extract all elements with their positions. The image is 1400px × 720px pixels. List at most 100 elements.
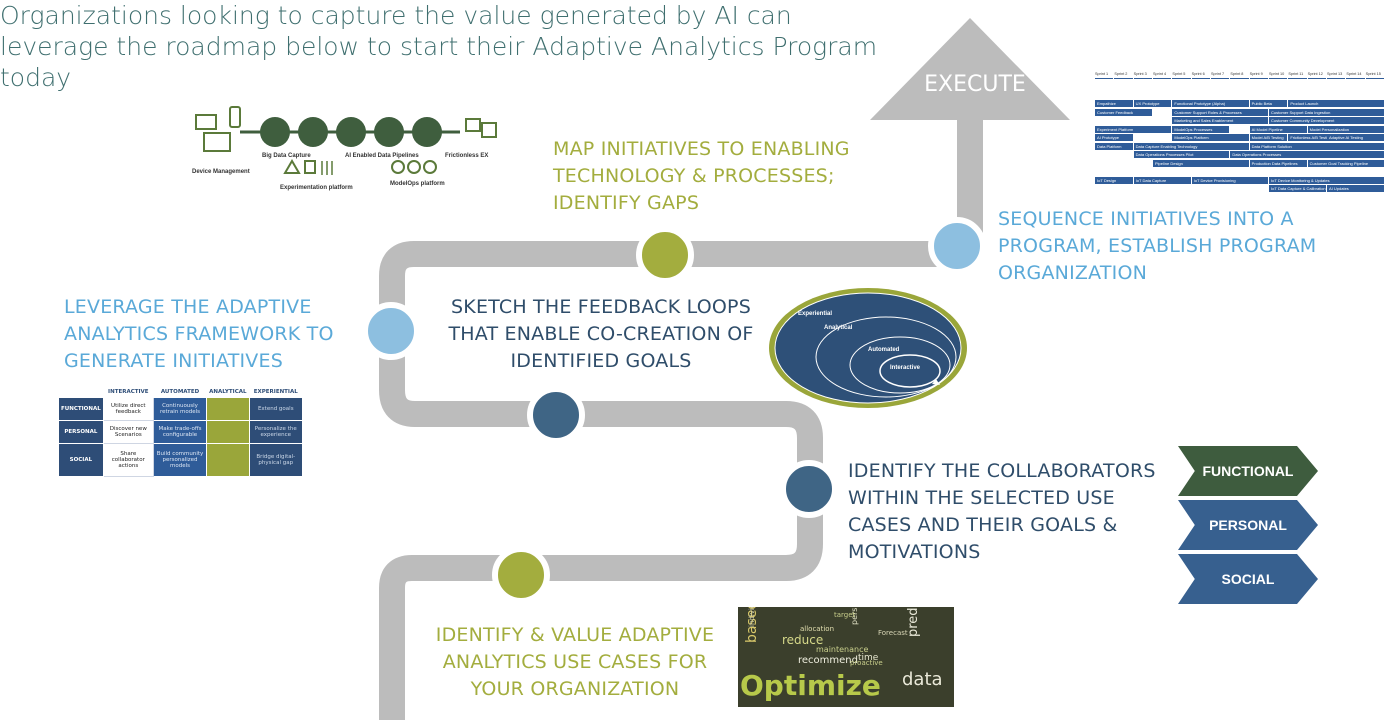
monitor-icon	[465, 118, 481, 132]
table-cell: Discover new Scenarios	[102, 420, 154, 444]
word-cloud-term: time	[858, 653, 879, 663]
table-row: FUNCTIONAL Utilize direct feedback Conti…	[58, 397, 303, 421]
roadmap-bar: Production Data Pipelines	[1249, 159, 1307, 167]
roadmap-sprint-header: Sprint 5	[1172, 72, 1191, 79]
roadmap-bar: Data Operations Processes Pilot	[1133, 151, 1230, 158]
roadmap-sprint-header: Sprint 9	[1249, 72, 1268, 79]
roadmap-bar: Experiment Platform	[1095, 125, 1172, 133]
flow-node	[374, 117, 404, 147]
flow-label-big-data: Big Data Capture	[262, 153, 311, 159]
word-cloud-term: recommend	[798, 655, 858, 666]
roadmap-sprint-header: Sprint 7	[1211, 72, 1230, 79]
word-cloud-term: reduce	[782, 633, 824, 647]
feedback-loop-ellipses: Experiential Analytical Automated Intera…	[768, 287, 968, 409]
building-icon	[203, 132, 231, 152]
arrow-icon	[932, 379, 940, 385]
step-sequence-label: SEQUENCE INITIATIVES INTO A PROGRAM, EST…	[998, 208, 1317, 284]
execute-label: EXECUTE	[924, 72, 1026, 97]
step-dot-identify-value	[492, 546, 550, 604]
step-dot-sequence	[928, 217, 986, 275]
flow-label-experimentation: Experimentation platform	[280, 185, 353, 191]
roadmap-bar: Customer Goal Tracking Pipeline	[1307, 159, 1384, 167]
flow-node	[298, 117, 328, 147]
roadmap-bar: Model Personalization	[1307, 125, 1384, 133]
table-col-automated: AUTOMATED	[152, 384, 208, 399]
ellipse-label-automated: Automated	[868, 347, 900, 353]
chevron-functional: FUNCTIONAL	[1178, 446, 1318, 496]
roadmap-bar: AI Updates	[1327, 185, 1384, 192]
cycle-icon	[391, 160, 405, 174]
flow-node	[336, 117, 366, 147]
flow-node	[412, 117, 442, 147]
page-title: Organizations looking to capture the val…	[0, 1, 878, 92]
table-col-analytical: ANALYTICAL	[206, 384, 250, 399]
roadmap-sprint-header: Sprint 1	[1095, 72, 1114, 79]
roadmap-bar: UX Prototype	[1133, 100, 1172, 107]
table-col-interactive: INTERACTIVE	[102, 384, 154, 399]
roadmap-bar: Data Platform Solution	[1249, 142, 1384, 150]
chevron-personal-label: PERSONAL	[1209, 517, 1287, 533]
word-cloud-term: predict	[906, 607, 921, 637]
table-cell: Personalize the experience	[248, 420, 303, 444]
flow-label-device-management: Device Management	[192, 169, 250, 175]
word-cloud-term: allocation	[800, 625, 835, 633]
word-cloud-term: proactive	[850, 659, 883, 667]
gear-icon	[407, 160, 421, 174]
roadmap-bar: Data Platform Design	[1095, 142, 1133, 150]
flow-node	[260, 117, 290, 147]
use-case-word-cloud: Optimize data based recommend time predict red…	[738, 607, 954, 707]
step-leverage-label: LEVERAGE THE ADAPTIVE ANALYTICS FRAMEWOR…	[64, 296, 334, 372]
roadmap-bar: Data Capture Enabling Technology	[1133, 142, 1249, 150]
table-row-label: SOCIAL	[58, 442, 104, 478]
roadmap-bar: Customer Support Roles & Processes	[1172, 108, 1268, 116]
word-cloud-term: Optimize	[740, 669, 881, 702]
roadmap-bar: Marketing and Sales Enablement	[1172, 117, 1268, 124]
chevron-social: SOCIAL	[1178, 554, 1318, 604]
table-row-label: PERSONAL	[58, 420, 104, 444]
roadmap-bar: Customer Feedback	[1095, 108, 1152, 116]
table-cell	[206, 420, 250, 444]
phone-icon	[229, 106, 241, 128]
roadmap-bar: Public Beta	[1249, 100, 1288, 107]
step-dot-sketch	[527, 386, 585, 444]
table-cell: Continuously retrain models	[152, 397, 208, 421]
framework-table: INTERACTIVE AUTOMATED ANALYTICAL EXPERIE…	[58, 384, 303, 478]
sprint-roadmap-thumbnail: Sprint 1 Sprint 2 Sprint 3 Sprint 4 Sprint 5…	[1095, 70, 1385, 198]
refresh-icon	[423, 160, 437, 174]
roadmap-sprint-header: Sprint 13	[1327, 72, 1346, 79]
table-row: PERSONAL Discover new Scenarios Make tra…	[58, 420, 303, 444]
flow-label-frictionless: Frictionless EX	[445, 153, 489, 159]
tractor-icon	[195, 114, 217, 130]
table-cell: Extend goals	[248, 397, 303, 421]
step-map-label: MAP INITIATIVES TO ENABLING TECHNOLOGY &…	[553, 138, 850, 214]
table-corner	[58, 384, 104, 399]
roadmap-sprint-header: Sprint 10	[1269, 72, 1288, 79]
roadmap-bar: IoT Data Capture	[1133, 176, 1191, 184]
word-cloud-term: individual	[748, 607, 756, 627]
roadmap-sprint-header: Sprint 11	[1288, 72, 1307, 79]
ellipses-svg	[769, 288, 967, 408]
roadmap-bar: Data Operations Processes	[1230, 151, 1384, 158]
roadmap-sprint-header: Sprint 4	[1153, 72, 1172, 79]
roadmap-bar: IoT Data Capture & Calibration	[1269, 185, 1326, 192]
word-cloud-term: Forecast	[878, 629, 908, 637]
roadmap-bar: Customer Community Development	[1269, 117, 1384, 124]
beaker-icon	[304, 160, 316, 174]
roadmap-sprint-header: Sprint 3	[1133, 72, 1152, 79]
roadmap-bar: AI Prototype	[1095, 134, 1133, 141]
roadmap-bar: IoT Device Provisioning	[1191, 176, 1268, 184]
roadmap-bar: Empathize	[1095, 100, 1133, 107]
roadmap-sprint-header: Sprint 12	[1307, 72, 1326, 79]
step-dot-map	[636, 226, 694, 284]
flask-icon	[283, 159, 301, 174]
road-line	[379, 120, 983, 720]
roadmap-bar: Functional Prototype (Alpha)	[1172, 100, 1249, 107]
roadmap-bar: ModelOps Platform	[1172, 134, 1249, 141]
table-cell: Build community personalized models	[152, 442, 208, 478]
step-identify-collab-label: IDENTIFY THE COLLABORATORS WITHIN THE SE…	[848, 460, 1156, 563]
table-cell	[206, 397, 250, 421]
roadmap-bar: Pipeline Design	[1153, 159, 1249, 167]
execute-arrowhead	[870, 18, 1070, 120]
chevron-functional-label: FUNCTIONAL	[1202, 463, 1294, 479]
table-cell: Make trade-offs configurable	[152, 420, 208, 444]
